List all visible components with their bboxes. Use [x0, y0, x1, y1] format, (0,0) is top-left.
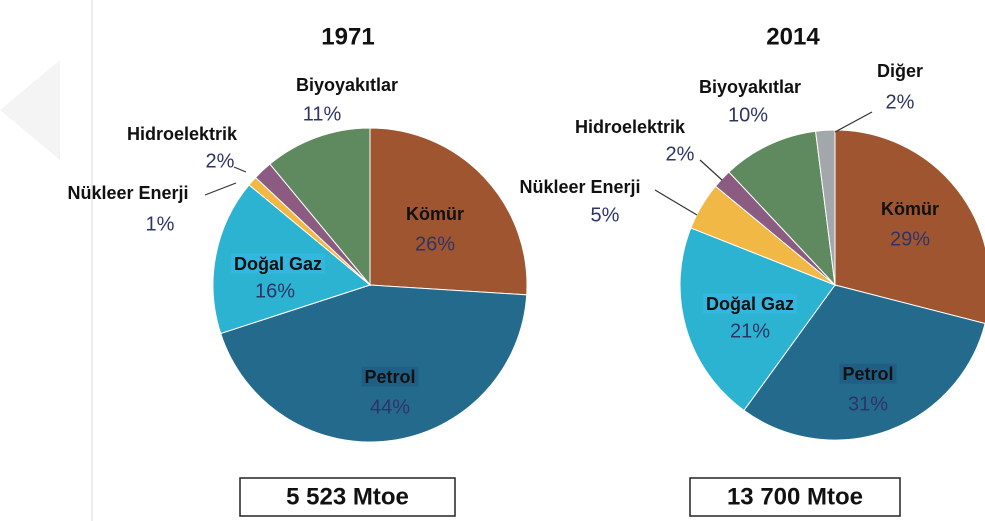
pie-slice — [269, 127, 371, 287]
leader-line — [699, 159, 723, 181]
total-box — [239, 477, 456, 517]
total-box — [689, 477, 901, 517]
slice-name: Petrol — [364, 367, 415, 387]
slice-value-label: 31% — [848, 393, 888, 415]
slice-name: Petrol — [842, 364, 893, 384]
slice-name: Doğal Gaz — [234, 254, 322, 274]
slice-value-label: 10% — [728, 104, 768, 126]
slice-value-label: 16% — [255, 280, 295, 302]
pie-slice — [679, 227, 836, 412]
slice-name: Hidroelektrik — [127, 124, 238, 144]
pie-slice — [728, 130, 836, 287]
label-box — [361, 366, 419, 387]
slice-value-label: 29% — [890, 228, 930, 250]
label-box — [878, 198, 942, 219]
chart-title: 2014 — [766, 23, 820, 50]
pie-slice — [743, 284, 985, 441]
total-label: 13 700 Mtoe — [727, 483, 863, 510]
slice-value-label: 26% — [415, 233, 455, 255]
chart-title: 1971 — [321, 23, 374, 50]
slice-name: Diğer — [877, 61, 923, 81]
slice-value-label: 2% — [666, 143, 695, 165]
label-box — [702, 293, 798, 314]
slice-name: Doğal Gaz — [706, 294, 794, 314]
pie-slice — [220, 284, 528, 443]
slice-value-label: 21% — [730, 320, 770, 342]
slice-value-label: 5% — [591, 204, 620, 226]
total-label: 5 523 Mtoe — [286, 483, 409, 510]
leader-line — [834, 111, 873, 133]
leader-line — [204, 182, 237, 196]
pie-slice — [815, 129, 836, 286]
leader-line — [233, 166, 247, 173]
slice-value-label: 11% — [303, 103, 342, 125]
watermark — [0, 60, 60, 160]
slice-name: Kömür — [881, 199, 939, 219]
label-box — [403, 203, 467, 224]
leader-line — [654, 189, 698, 216]
label-box — [230, 253, 326, 274]
slice-name: Kömür — [406, 204, 464, 224]
slice-value-label: 2% — [886, 91, 915, 113]
slice-value-label: 44% — [370, 396, 410, 418]
slice-value-label: 1% — [146, 213, 175, 235]
slice-name: Biyoyakıtlar — [296, 75, 398, 95]
slice-value-label: 2% — [206, 150, 235, 172]
slice-name: Biyoyakıtlar — [699, 77, 801, 97]
label-box — [839, 363, 897, 384]
slice-name: Nükleer Enerji — [519, 177, 640, 197]
slice-name: Hidroelektrik — [575, 117, 686, 137]
slice-name: Nükleer Enerji — [67, 183, 188, 203]
pie-slice — [834, 129, 985, 325]
